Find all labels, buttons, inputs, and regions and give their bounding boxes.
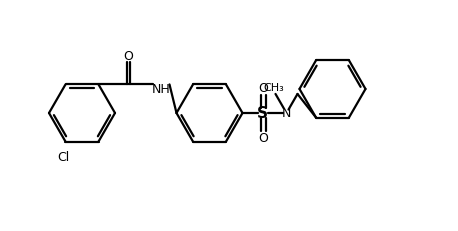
Text: O: O — [258, 82, 268, 95]
Text: N: N — [282, 107, 291, 120]
Text: O: O — [258, 132, 268, 145]
Text: Cl: Cl — [57, 150, 70, 163]
Text: CH₃: CH₃ — [263, 83, 284, 93]
Text: NH: NH — [152, 82, 171, 95]
Text: S: S — [257, 106, 268, 121]
Text: O: O — [123, 50, 133, 63]
